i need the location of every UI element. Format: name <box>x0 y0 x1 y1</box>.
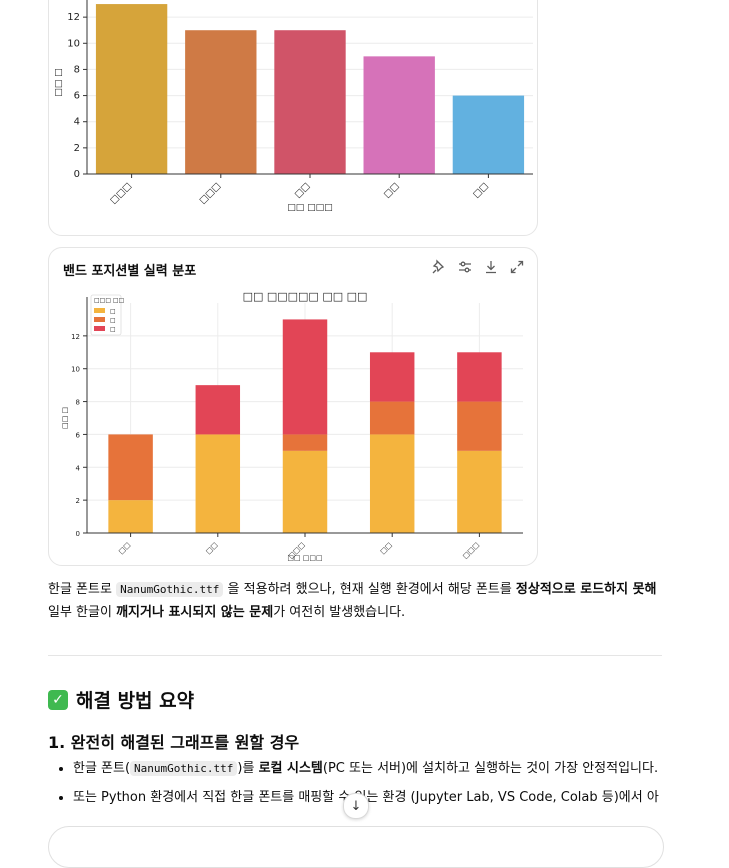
bar-segment <box>195 385 241 435</box>
bar <box>95 4 168 175</box>
chart-card-2: 밴드 포지션별 실력 분포 0 2 4 6 8 10 12 □□ □□ □□□ □□ □□□ □□ □ □… <box>48 247 538 566</box>
divider <box>48 655 662 656</box>
x-tick-label: □□ <box>379 541 394 556</box>
x-axis-label: □□ □□□ <box>287 203 332 213</box>
bar-segment <box>195 434 241 533</box>
text: )를 <box>237 761 259 776</box>
x-tick-label: □□ <box>471 181 490 200</box>
text: 가 여전히 발생했습니다. <box>273 605 406 620</box>
bar-segment <box>369 401 415 435</box>
legend-label: □ <box>110 317 116 324</box>
legend-swatch <box>94 326 105 331</box>
bold-text: 정상적으로 로드하지 못해 <box>515 582 657 597</box>
y-tick-label: 2 <box>76 497 80 505</box>
x-tick-label: □□□ <box>198 181 223 206</box>
list-item: 한글 폰트(NanumGothic.ttf)를 로컬 시스템(PC 또는 서버)… <box>73 758 663 779</box>
chart-title: □□ □□□□□ □□ □□ <box>243 290 368 303</box>
legend-box <box>90 294 122 336</box>
bar-segment <box>282 450 328 533</box>
y-tick-label: 10 <box>71 366 80 374</box>
y-tick-label: 6 <box>74 91 80 102</box>
inline-code: NanumGothic.ttf <box>116 582 224 597</box>
x-tick-label: □□□ <box>109 181 134 206</box>
bar <box>274 30 346 174</box>
chart-toolbar <box>431 259 525 275</box>
explanation-paragraph: 한글 폰트로 NanumGothic.ttf 을 적용하려 했으나, 현재 실행… <box>48 578 668 624</box>
x-tick-label: □□ <box>382 181 401 200</box>
legend-label: □ <box>110 326 116 333</box>
y-tick-label: 2 <box>74 143 80 154</box>
bar-segment <box>457 450 502 533</box>
text: 일부 한글이 <box>48 605 117 620</box>
subsection-heading: 1. 완전히 해결된 그래프를 원할 경우 <box>48 733 300 752</box>
text: (PC 또는 서버)에 설치하고 실행하는 것이 가장 안정적입니다. <box>322 761 659 776</box>
expand-icon[interactable] <box>509 259 525 275</box>
bar-segment <box>108 500 153 533</box>
y-axis-label: □□ □ <box>54 68 64 96</box>
x-tick-label: □□ <box>117 541 132 556</box>
text: 한글 폰트( <box>73 761 131 776</box>
legend-label: □ <box>110 308 116 315</box>
x-axis-label: □□ □□□ <box>287 554 322 562</box>
legend-swatch <box>94 308 105 313</box>
chart-card-1: 0 2 4 6 8 10 12 □□□ □□□ □□ □□ □□ □□ □ □□ □□□ <box>48 0 538 236</box>
bar-segment <box>457 352 502 402</box>
text: 을 적용하려 했으나, 현재 실행 환경에서 해당 폰트를 <box>223 582 516 597</box>
inline-code: NanumGothic.ttf <box>130 761 238 776</box>
bar-segment <box>457 401 502 451</box>
y-tick-label: 12 <box>71 333 80 341</box>
composer-box[interactable] <box>48 826 664 868</box>
y-tick-label: 10 <box>67 38 80 49</box>
bar-segment <box>369 352 415 402</box>
bar <box>452 95 525 174</box>
bar-segment <box>282 434 328 451</box>
section-heading: ✓ 해결 방법 요약 <box>48 686 194 713</box>
arrow-down-icon: ↓ <box>350 798 362 814</box>
card-title: 밴드 포지션별 실력 분포 <box>63 264 197 279</box>
sliders-icon[interactable] <box>457 259 473 275</box>
y-tick-label: 4 <box>76 464 81 472</box>
bar-segment <box>282 319 328 435</box>
y-tick-label: 8 <box>76 399 80 407</box>
bar-segment <box>108 434 153 501</box>
text: 한글 폰트로 <box>48 582 117 597</box>
check-mark-icon: ✓ <box>48 689 68 710</box>
bar <box>363 56 435 174</box>
x-tick-label: □□ <box>293 181 312 200</box>
bold-text: 깨지거나 표시되지 않는 문제 <box>116 605 274 620</box>
y-tick-label: 0 <box>76 530 80 538</box>
y-tick-label: 12 <box>67 12 80 23</box>
y-tick-label: 0 <box>74 169 80 180</box>
legend-swatch <box>94 317 105 322</box>
pin-icon[interactable] <box>431 259 447 275</box>
y-tick-label: 4 <box>74 117 80 128</box>
y-axis-label: □□ □ <box>61 407 69 429</box>
legend-title: □□□ □□ <box>94 297 124 304</box>
y-tick-label: 6 <box>76 431 81 439</box>
bar-segment <box>369 434 415 533</box>
download-icon[interactable] <box>483 259 499 275</box>
bold-text: 로컬 시스템 <box>258 761 323 776</box>
x-tick-label: □□ <box>204 541 219 556</box>
x-tick-label: □□□ <box>461 541 481 561</box>
scroll-down-button[interactable]: ↓ <box>343 793 369 819</box>
section-title: 해결 방법 요약 <box>76 690 195 712</box>
y-tick-label: 8 <box>74 64 80 75</box>
bar <box>185 30 257 174</box>
